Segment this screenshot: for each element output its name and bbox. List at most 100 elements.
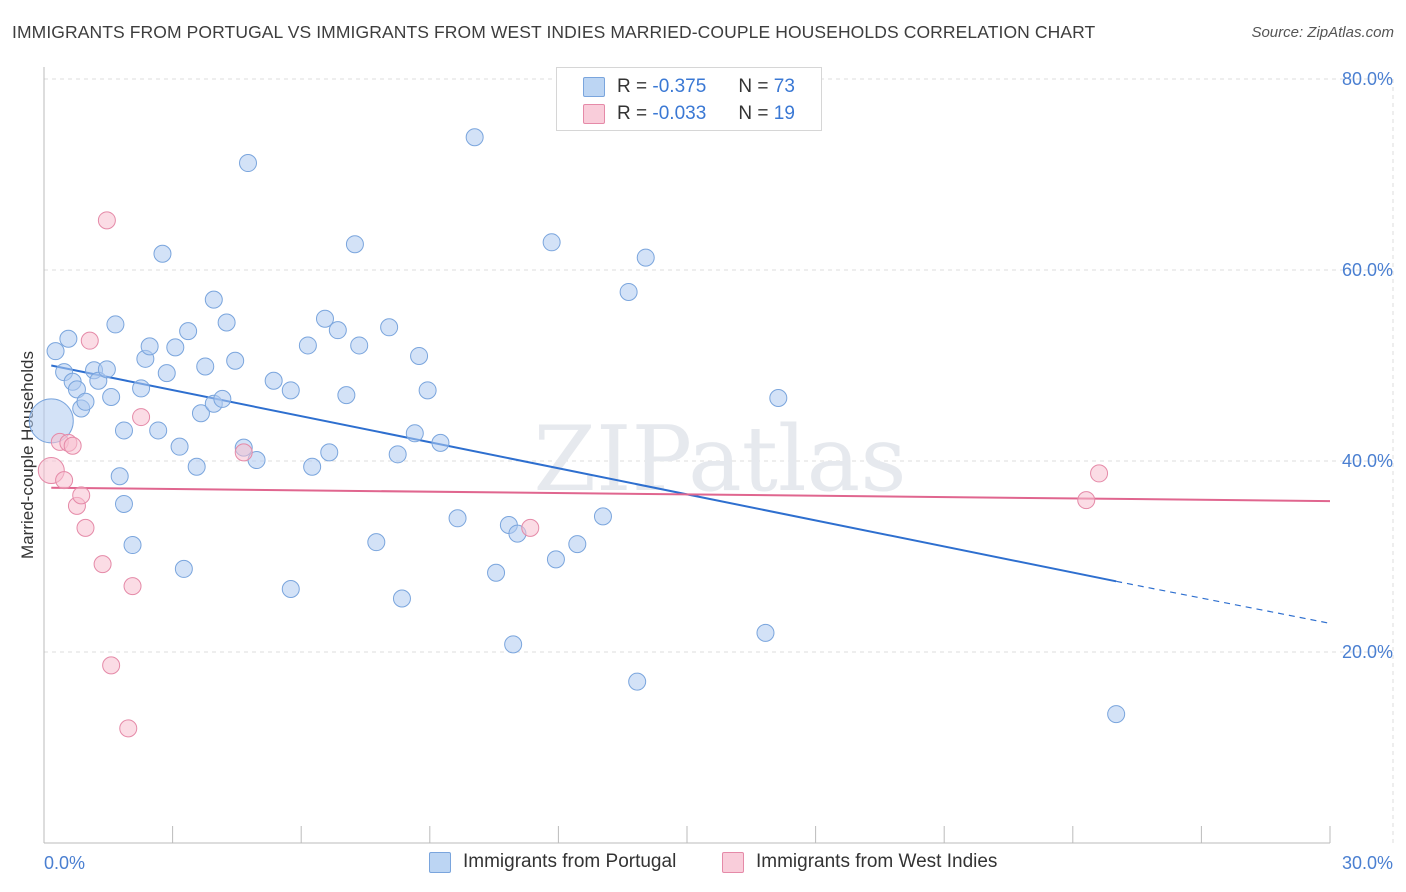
point-portugal: [59, 329, 78, 348]
point-portugal: [114, 494, 133, 513]
point-portugal: [410, 346, 429, 365]
y-tick-label: 40.0%: [1342, 451, 1393, 471]
point-portugal: [546, 550, 565, 569]
point-westindies: [1077, 491, 1096, 510]
point-portugal: [448, 509, 467, 528]
point-portugal: [196, 357, 215, 376]
legend-n-label: N =: [738, 103, 769, 124]
point-portugal: [636, 248, 655, 267]
point-portugal: [281, 579, 300, 598]
stats-legend: R = -0.375 N = 73 R = -0.033 N = 19: [556, 67, 822, 131]
point-westindies: [76, 518, 95, 537]
point-portugal: [345, 235, 364, 254]
legend-item-label: Immigrants from West Indies: [756, 851, 998, 872]
point-portugal: [298, 336, 317, 355]
y-tick-label: 20.0%: [1342, 642, 1393, 662]
y-tick-label: 60.0%: [1342, 260, 1393, 280]
point-portugal: [67, 380, 86, 399]
source-credit: Source: ZipAtlas.com: [1251, 24, 1394, 41]
point-portugal: [264, 371, 283, 390]
point-westindies: [97, 211, 116, 230]
trend-line-westindies: [51, 486, 1331, 503]
point-portugal: [405, 424, 424, 443]
x-tick-labels: 0.0% 30.0%: [44, 853, 1393, 873]
point-portugal: [392, 589, 411, 608]
y-tick-label: 80.0%: [1342, 69, 1393, 89]
point-portugal: [315, 309, 334, 328]
portugal-swatch: [429, 851, 451, 873]
point-portugal: [320, 443, 339, 462]
legend-row-portugal: R = -0.375 N = 73: [583, 74, 795, 100]
point-portugal: [380, 318, 399, 337]
point-portugal: [191, 404, 210, 423]
point-portugal: [102, 388, 121, 407]
point-portugal: [328, 321, 347, 340]
point-portugal: [337, 386, 356, 405]
point-portugal: [153, 244, 172, 263]
point-westindies: [123, 577, 142, 596]
point-portugal: [756, 623, 775, 642]
point-westindies: [234, 443, 253, 462]
point-portugal: [174, 559, 193, 578]
point-portugal: [140, 337, 159, 356]
legend-r-value: -0.375: [652, 76, 707, 97]
point-portugal: [542, 233, 561, 252]
chart-title: IMMIGRANTS FROM PORTUGAL VS IMMIGRANTS F…: [12, 22, 1096, 42]
point-portugal: [239, 154, 258, 173]
point-portugal: [97, 360, 116, 379]
point-portugal: [217, 313, 236, 332]
point-portugal: [504, 635, 523, 654]
point-portugal: [149, 421, 168, 440]
point-portugal: [487, 563, 506, 582]
point-portugal: [769, 388, 788, 407]
axes: [43, 67, 1331, 844]
point-portugal: [204, 290, 223, 309]
point-portugal: [170, 437, 189, 456]
point-westindies: [63, 436, 82, 455]
legend-item-portugal: Immigrants from Portugal: [429, 851, 676, 873]
trend-line-portugal-extension: [1116, 580, 1331, 624]
point-portugal: [388, 445, 407, 464]
point-westindies: [72, 486, 91, 505]
legend-n-value: 73: [773, 76, 795, 97]
y-tick-labels: 20.0% 40.0% 60.0% 80.0%: [1342, 69, 1393, 662]
data-points: [28, 128, 1126, 738]
point-portugal: [431, 433, 450, 452]
legend-r-label: R =: [617, 103, 648, 124]
point-portugal: [187, 457, 206, 476]
point-portugal: [367, 533, 386, 552]
point-portugal: [593, 507, 612, 526]
point-westindies: [1090, 464, 1109, 483]
point-portugal: [303, 457, 322, 476]
point-westindies: [80, 331, 99, 350]
series-legend: Immigrants from Portugal Immigrants from…: [0, 851, 1406, 879]
point-portugal: [281, 381, 300, 400]
point-portugal: [110, 467, 129, 486]
point-portugal: [179, 322, 198, 341]
x-tick-label: 0.0%: [44, 853, 85, 873]
point-westindies: [55, 471, 74, 490]
point-portugal: [226, 351, 245, 370]
legend-r-label: R =: [617, 76, 648, 97]
x-tick-label: 30.0%: [1342, 853, 1393, 873]
point-portugal: [166, 338, 185, 357]
legend-row-westindies: R = -0.033 N = 19: [583, 101, 795, 127]
point-portugal: [132, 379, 151, 398]
point-portugal: [114, 421, 133, 440]
legend-n-label: N =: [738, 76, 769, 97]
legend-r-value: -0.033: [652, 103, 707, 124]
trend-lines: [51, 364, 1331, 624]
point-westindies: [132, 408, 151, 427]
legend-n-value: 19: [773, 103, 795, 124]
portugal-swatch: [583, 77, 605, 97]
point-westindies: [119, 719, 138, 738]
point-portugal: [568, 535, 587, 554]
point-portugal: [46, 342, 65, 361]
legend-item-westindies: Immigrants from West Indies: [722, 851, 997, 873]
legend-item-label: Immigrants from Portugal: [463, 851, 677, 872]
point-portugal: [76, 392, 95, 411]
point-portugal: [628, 672, 647, 691]
point-portugal: [418, 381, 437, 400]
point-westindies: [102, 656, 121, 675]
